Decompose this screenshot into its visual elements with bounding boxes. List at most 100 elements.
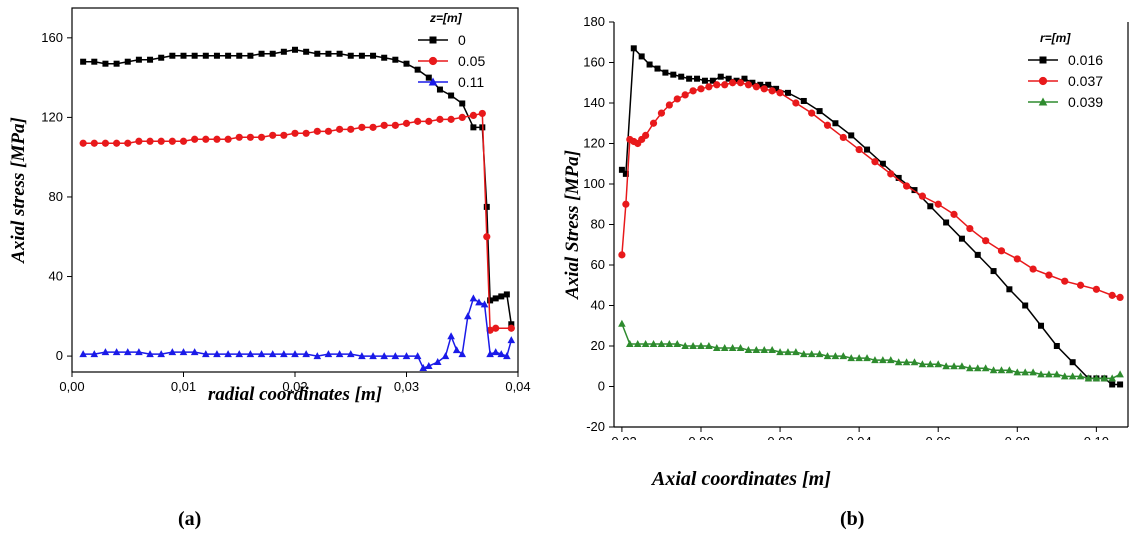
chart-a-x-tick-label: 0,02 [282,379,307,394]
chart-b-legend-marker [1038,97,1048,106]
chart-b-data-point [709,77,716,84]
chart-a-data-point [324,127,333,135]
chart-b-data-point [823,352,832,360]
chart-b-data-point [776,348,784,356]
chart-a-data-point [91,58,98,65]
chart-a-data-point [269,50,276,57]
chart-a-data-point [113,60,120,67]
chart-b-data-point [618,166,625,173]
chart-a-data-point [358,52,365,59]
chart-b-data-point [989,366,998,374]
chart-a-legend-entry: 0 [458,32,466,48]
chart-b-data-point [622,200,630,208]
chart-a-data-point [347,52,354,59]
chart-b-data-point [649,339,658,347]
chart-a-series-line [83,112,512,332]
chart-b-data-point [681,342,689,349]
chart-b-data-point [1092,285,1100,293]
chart-b-data-point [990,268,997,275]
chart-a-data-point [123,348,132,356]
chart-a-data-point [269,131,277,139]
chart-b-data-point [757,81,764,88]
chart-b-data-point [768,346,776,354]
chart-b-data-point [1084,374,1093,382]
chart-a-data-point [79,139,87,147]
chart-a-data-point [402,119,411,127]
chart-b-data-point [950,362,958,370]
chart-a-data-point [213,350,221,358]
chart-b-y-tick-label: 160 [583,55,605,70]
chart-a-data-point [102,60,109,67]
chart-a-data-point [391,121,399,129]
chart-a-data-point [369,352,377,360]
chart-b-data-point [768,87,776,95]
chart-b-data-point [662,69,669,76]
chart-b-data-point [749,79,756,86]
chart-b-data-point [736,344,745,352]
chart-b-x-tick-label: 0,06 [926,434,951,440]
chart-a-legend-marker [429,36,437,44]
chart-a-data-point [447,115,455,123]
chart-a-data-point [436,86,443,93]
chart-b-data-point [657,339,666,347]
chart-b-data-point [697,85,705,93]
chart-b-data-point [752,83,760,91]
chart-a-data-point [492,324,500,332]
chart-b-data-point [1116,293,1124,301]
chart-b-data-point [705,83,713,91]
chart-b-data-point [816,108,823,115]
chart-a-ylabel: Axial stress [MPa] [8,117,29,264]
chart-a-data-point [486,350,494,358]
chart-a-data-point [448,92,455,99]
chart-a-data-point [135,137,143,145]
chart-a-data-point [190,348,199,356]
chart-b-data-point [638,53,645,60]
chart-b-data-point [958,235,965,242]
chart-b-data-point [934,200,942,208]
chart-b-data-point [792,99,800,107]
chart-a-y-tick-label: 160 [41,30,63,45]
chart-a-data-point [280,131,288,139]
chart-b-data-point [784,348,792,356]
chart-a-data-point [380,352,388,360]
chart-a-data-point [146,137,154,145]
chart-b-data-point [974,251,981,258]
chart-a-data-point [470,124,477,131]
chart-a-data-point [291,129,299,137]
chart-b-y-tick-label: 180 [583,14,605,29]
chart-b-data-point [808,109,816,117]
chart-a-data-point [147,56,154,63]
chart-b-data-point [1068,372,1077,380]
chart-a-data-point [302,350,310,358]
chart-b-series-3 [618,319,1124,382]
chart-b-data-point [886,356,895,364]
chart-b-data-point [665,339,674,347]
chart-b-legend-entry: 0.039 [1068,94,1103,110]
chart-a-data-point [370,52,377,59]
chart-a-data-point [246,133,254,141]
chart-b-data-point [697,342,705,349]
chart-b-data-point [997,366,1006,374]
chart-a-data-point [483,203,490,210]
chart-a-data-point [257,133,266,141]
chart-a-data-point [491,348,500,356]
chart-b-x-tick-label: 0,00 [688,434,713,440]
chart-b-data-point [681,91,689,99]
chart-a-x-tick-label: 0,00 [59,379,84,394]
chart-a-y-tick-label: 40 [49,269,63,284]
chart-a-data-point [358,123,366,131]
chart-b-data-point [630,45,637,52]
chart-b-data-point [1022,302,1029,309]
chart-a-data-point [302,129,310,137]
chart-b-y-tick-label: 40 [591,298,605,313]
chart-b-x-tick-label: 0,04 [846,434,871,440]
chart-a-data-point [447,332,455,340]
chart-a-data-point [458,113,466,121]
chart-b-data-point [784,89,791,96]
chart-a-data-point [202,350,210,358]
chart-b-y-tick-label: -20 [586,419,605,434]
chart-a-data-point [169,52,176,59]
chart-a-data-point [135,348,143,356]
chart-b-x-tick-label: 0,08 [1005,434,1030,440]
chart-b-data-point [626,339,634,347]
